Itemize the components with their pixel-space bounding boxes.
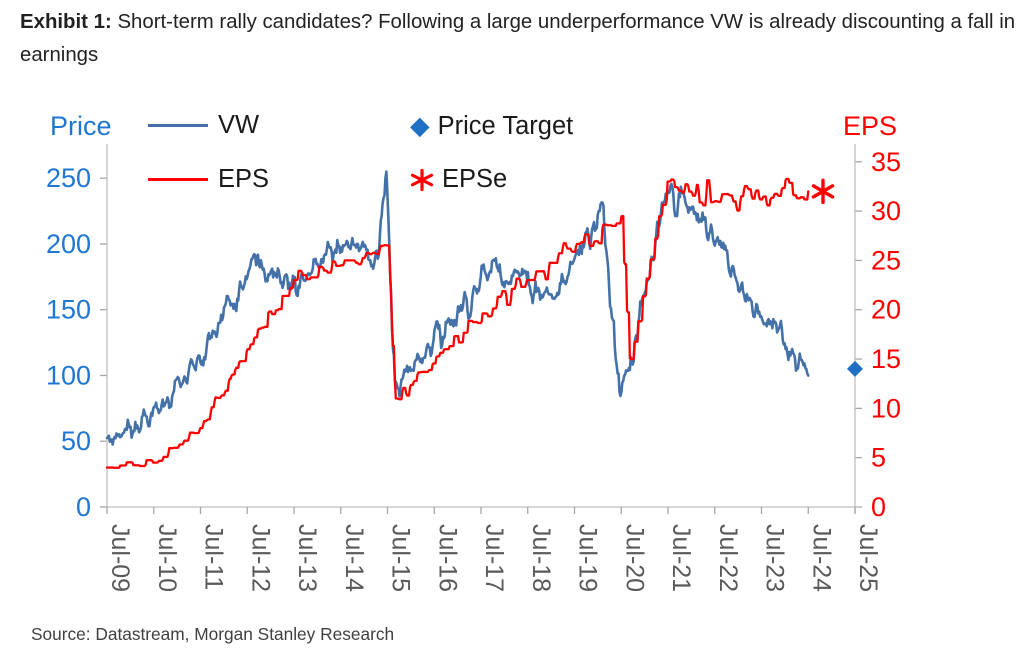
svg-text:Jul-21: Jul-21 [667, 524, 695, 592]
svg-text:25: 25 [871, 245, 901, 275]
svg-text:150: 150 [46, 295, 91, 325]
svg-text:Jul-25: Jul-25 [854, 524, 882, 592]
svg-text:Jul-20: Jul-20 [620, 524, 648, 592]
svg-text:Jul-12: Jul-12 [246, 524, 274, 592]
svg-text:Jul-23: Jul-23 [761, 524, 789, 592]
svg-text:Jul-09: Jul-09 [106, 524, 134, 592]
svg-text:Jul-10: Jul-10 [153, 524, 181, 592]
svg-text:Jul-15: Jul-15 [387, 524, 415, 592]
svg-text:35: 35 [871, 147, 901, 177]
svg-text:20: 20 [871, 295, 901, 325]
svg-text:Jul-17: Jul-17 [480, 524, 508, 592]
svg-text:200: 200 [46, 229, 91, 259]
svg-text:15: 15 [871, 344, 901, 374]
svg-text:50: 50 [61, 426, 91, 456]
svg-text:Jul-16: Jul-16 [433, 524, 461, 592]
svg-text:250: 250 [46, 163, 91, 193]
svg-text:Jul-19: Jul-19 [574, 524, 602, 592]
svg-text:Jul-13: Jul-13 [293, 524, 321, 592]
svg-text:100: 100 [46, 360, 91, 390]
svg-text:0: 0 [871, 492, 886, 522]
svg-text:Jul-14: Jul-14 [340, 524, 368, 592]
svg-text:30: 30 [871, 196, 901, 226]
svg-text:5: 5 [871, 443, 886, 473]
svg-text:Jul-11: Jul-11 [200, 524, 228, 590]
svg-text:0: 0 [76, 492, 91, 522]
svg-text:Jul-22: Jul-22 [714, 524, 742, 592]
svg-text:10: 10 [871, 393, 901, 423]
svg-text:Jul-24: Jul-24 [807, 524, 835, 592]
svg-text:Jul-18: Jul-18 [527, 524, 555, 592]
